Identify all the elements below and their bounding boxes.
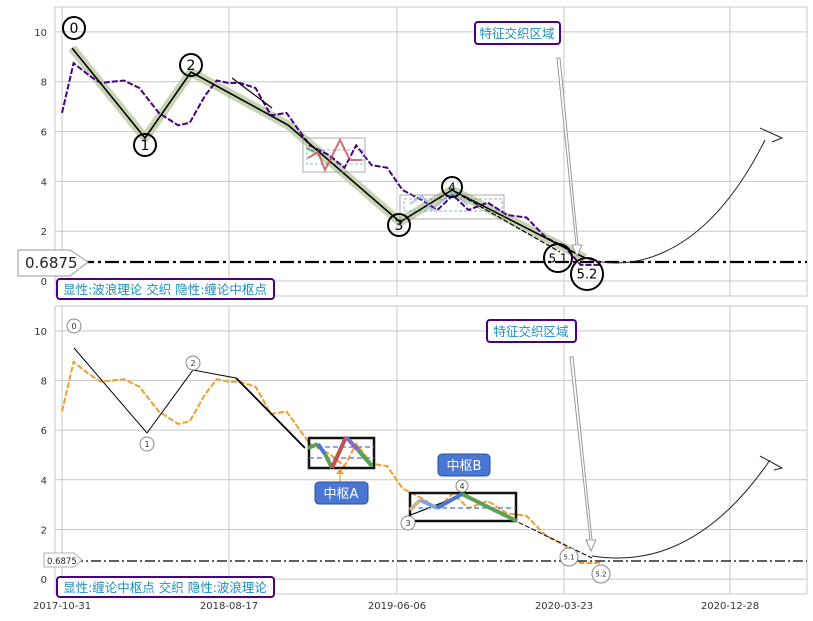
y-tick-label: 10: [34, 28, 47, 39]
bi-point-circle: [591, 564, 611, 584]
x-tick-label: 2018-08-17: [200, 601, 258, 612]
bi-point-circle: [543, 243, 573, 273]
bi-point-label: 0: [70, 21, 79, 37]
panel-caption: 显性:缠论中枢点 交织 隐性:波浪理论: [56, 576, 275, 598]
wave-segment: [454, 191, 561, 253]
bi-point-label: 4: [459, 482, 464, 491]
y-tick-label: 4: [41, 476, 47, 487]
bi-point-label: 4: [448, 180, 456, 194]
zhongshu-label-text: 中枢B: [447, 459, 482, 474]
region-label-text: 特征交织区域: [479, 26, 554, 41]
projection-curve: [591, 459, 771, 559]
grid: [55, 306, 807, 594]
y-tick-label: 8: [41, 78, 47, 89]
wave-segment: [231, 77, 273, 109]
bi-point-label: 1: [141, 138, 150, 154]
y-tick-label: 2: [41, 227, 47, 238]
bi-point-label: 5.1: [563, 553, 574, 561]
panel-caption: 显性:波浪理论 交织 隐性:缠论中枢点: [56, 278, 275, 300]
projection-arrowhead: [759, 127, 784, 143]
y-tick-label: 0: [41, 575, 47, 586]
bi-point-label: 5.2: [595, 570, 606, 578]
bi-point-markers: 0 1 2 3 4 5.1 5.2: [66, 318, 611, 584]
zhongshu-label-b: 中枢B: [437, 453, 491, 477]
level-tag-text: 0.6875: [47, 557, 77, 567]
bi-point-label: 0: [71, 322, 76, 331]
region-arrow: [556, 57, 583, 258]
y-tick-labels: 0 2 4 6 8 10: [34, 327, 47, 586]
y-tick-label: 8: [41, 376, 47, 387]
y-tick-label: 6: [41, 128, 47, 139]
bi-point-markers: 0 1 2 3 4 5.1 5.2: [62, 16, 604, 291]
bi-point-label: 3: [395, 218, 404, 234]
bi-point-circle: [400, 515, 416, 531]
y-tick-label: 10: [34, 327, 47, 338]
zhongshu-label-text: 中枢A: [324, 487, 359, 502]
bi-point-circle: [185, 355, 201, 371]
x-tick-label: 2017-10-31: [33, 601, 91, 612]
level-tag: 0.6875: [17, 249, 89, 277]
region-label: 特征交织区域: [486, 319, 577, 343]
x-tick-label: 2019-06-06: [368, 601, 426, 612]
panel-caption-text: 显性:波浪理论 交织 隐性:缠论中枢点: [63, 282, 267, 297]
bi-point-label: 3: [405, 519, 410, 528]
projection-arrowhead: [759, 455, 784, 471]
x-tick-label: 2020-03-23: [535, 601, 593, 612]
zhongshu-label-a: 中枢A: [314, 468, 369, 505]
wave-line: [71, 47, 586, 259]
bi-point-circle: [133, 133, 157, 157]
y-tick-labels: 0 2 4 6 8 10: [34, 28, 47, 288]
region-arrow: [569, 356, 597, 553]
bi-point-circle: [559, 547, 579, 567]
panel-top: 0 2 4 6 8 10 0.6875 0 1 2 3 4 5.1 5.2: [17, 6, 808, 300]
region-label-text: 特征交织区域: [493, 324, 568, 339]
y-tick-label: 0: [41, 277, 47, 288]
bi-point-label: 1: [144, 440, 149, 449]
plot-frame: [54, 305, 808, 595]
bi-point-label: 2: [187, 58, 196, 74]
bi-point-circle: [62, 16, 86, 40]
zhongshu-box-b: [408, 491, 518, 523]
panel-caption-text: 显性:缠论中枢点 交织 隐性:波浪理论: [63, 580, 267, 595]
bi-point-circle: [455, 479, 469, 493]
zhongshu-box-a: [307, 435, 376, 470]
bi-point-circle: [441, 176, 463, 198]
y-tick-label: 4: [41, 177, 47, 188]
plot-frame: [54, 6, 808, 297]
level-tag: 0.6875: [43, 552, 83, 568]
bi-point-label: 5.1: [548, 251, 567, 265]
bi-point-circle: [387, 213, 411, 237]
y-tick-label: 6: [41, 426, 47, 437]
region-label: 特征交织区域: [474, 21, 561, 45]
bi-point-circle: [139, 436, 155, 452]
bi-point-label: 2: [190, 359, 195, 368]
zhongshu-box-faint: [302, 137, 366, 173]
projection-curve: [584, 139, 766, 264]
bi-point-circle: [66, 318, 82, 334]
wave-segment: [235, 377, 306, 449]
wave-line: [73, 347, 237, 434]
bi-point-circle: [179, 53, 203, 77]
level-tag-text: 0.6875: [25, 254, 78, 272]
x-tick-label: 2020-12-28: [701, 601, 759, 612]
x-tick-labels: 2017-10-31 2018-08-17 2019-06-06 2020-03-23…: [33, 601, 759, 612]
bi-point-label: 5.2: [577, 268, 598, 283]
y-tick-label: 2: [41, 525, 47, 536]
bi-point-circle: [570, 257, 604, 291]
